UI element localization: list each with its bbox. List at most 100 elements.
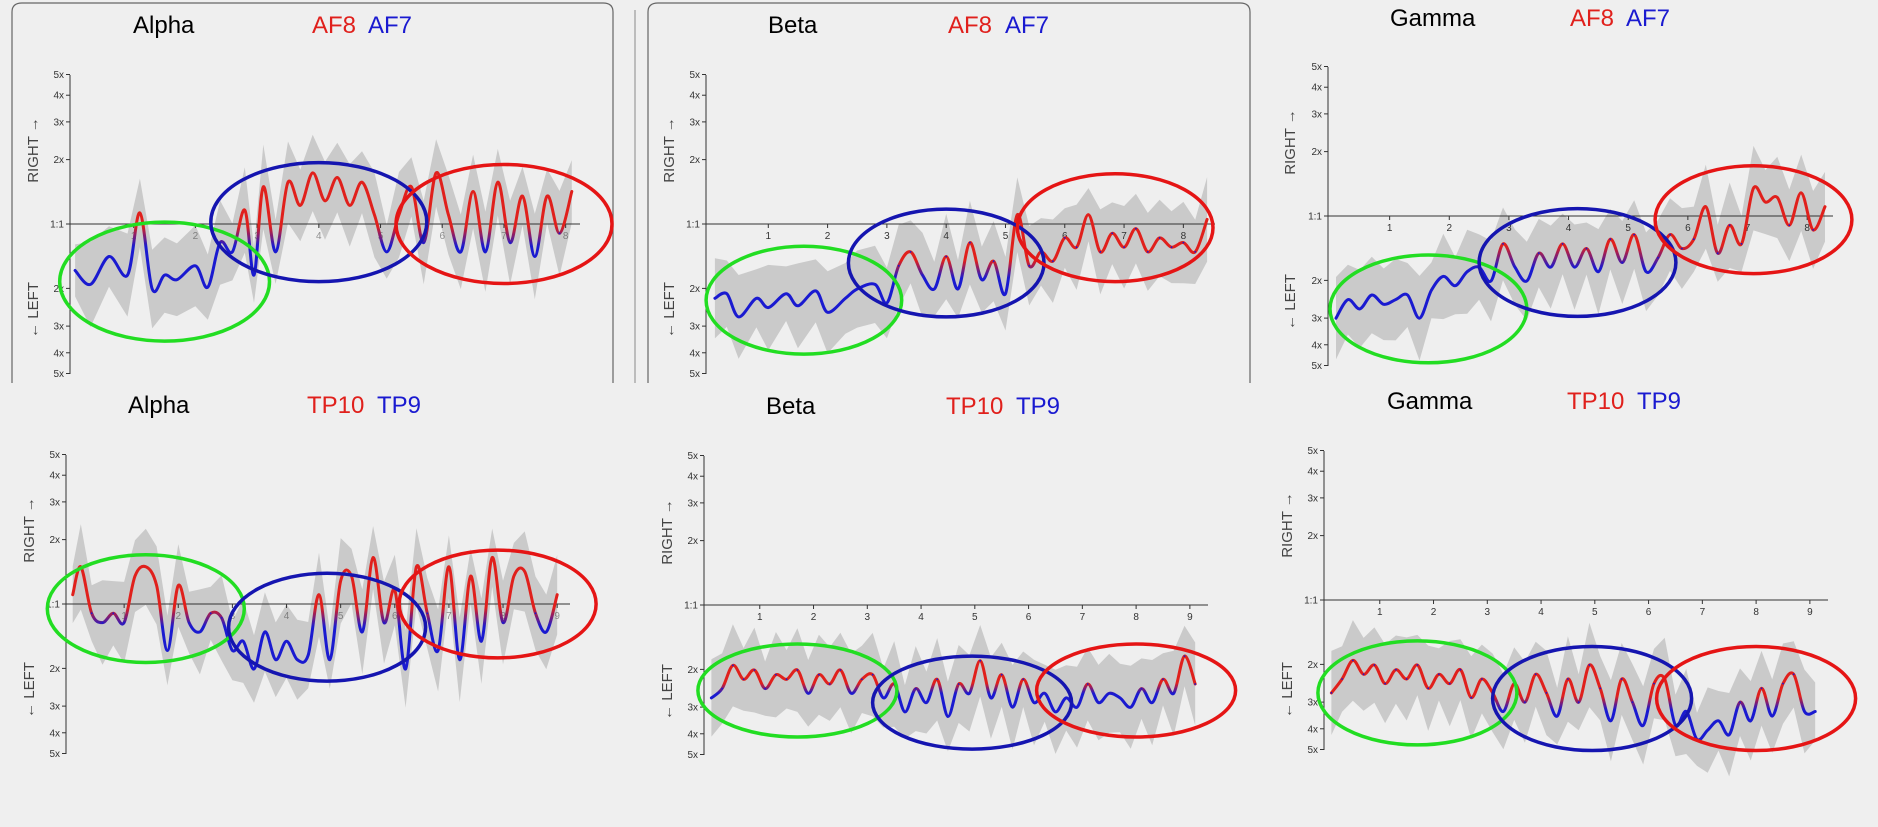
data-point	[1206, 218, 1208, 221]
data-point	[311, 172, 314, 174]
data-point	[1123, 246, 1125, 249]
x-tick-label: 5	[972, 612, 978, 623]
data-point	[262, 185, 265, 188]
data-point	[521, 195, 524, 198]
data-point	[513, 575, 515, 577]
data-point	[1706, 729, 1709, 731]
data-point	[112, 612, 115, 615]
y-tick-label: 2x	[1307, 660, 1318, 671]
green-highlight-ellipse	[57, 220, 272, 343]
data-point	[1740, 243, 1743, 245]
data-point	[71, 593, 74, 596]
y-tick-label: 1:1	[50, 220, 64, 231]
variability-band	[714, 177, 1208, 359]
data-point	[1514, 266, 1516, 268]
x-tick-label: 2	[811, 612, 817, 623]
x-tick-label: 2	[1447, 223, 1453, 234]
data-point	[1097, 701, 1100, 704]
data-point	[737, 316, 740, 318]
data-point	[1549, 266, 1552, 268]
data-point	[459, 251, 462, 253]
y-tick-label: 3x	[687, 498, 698, 509]
green-highlight-ellipse	[45, 552, 247, 665]
data-point	[1633, 233, 1636, 236]
left-channel-label: TP9	[1637, 388, 1681, 415]
y-tick-label: 4x	[689, 348, 700, 359]
x-tick-label: 1	[1377, 607, 1383, 618]
x-tick-label: 3	[1485, 607, 1491, 618]
data-point	[1470, 696, 1473, 699]
y-tick-label: 2x	[53, 284, 64, 295]
x-tick-label: 5	[1003, 231, 1009, 242]
data-point	[925, 701, 928, 704]
red-highlight-ellipse	[1654, 644, 1858, 753]
data-point	[1011, 706, 1014, 709]
data-point	[469, 575, 472, 577]
data-point	[123, 621, 125, 624]
right-axis-label: RIGHT →	[1279, 492, 1296, 558]
chart-af-gamma: Gamma AF8 AF7 RIGHT → ← LEFT 5x 4x 3x 2x 1:1…	[1282, 5, 1854, 372]
data-point	[714, 297, 716, 300]
data-point	[957, 683, 960, 685]
data-point	[1788, 224, 1791, 227]
data-point	[1151, 701, 1154, 704]
left-axis-label: ← LEFT	[1282, 274, 1299, 330]
blue-highlight-ellipse	[870, 654, 1074, 751]
data-point	[1335, 317, 1337, 320]
data-point	[472, 190, 474, 193]
data-point	[299, 204, 302, 207]
data-point	[1158, 237, 1161, 239]
y-tick-label: 1:1	[1304, 596, 1318, 607]
y-tick-label: 1:1	[686, 220, 700, 231]
right-axis-label: RIGHT →	[661, 117, 678, 183]
data-point	[755, 297, 758, 300]
left-channel-label: TP9	[377, 392, 421, 419]
data-point	[101, 621, 104, 624]
data-point	[1416, 664, 1419, 666]
green-highlight-ellipse	[704, 244, 904, 356]
data-point	[324, 199, 326, 202]
x-tick-label: 1	[121, 611, 127, 622]
left-axis-label: ← LEFT	[659, 664, 676, 720]
data-point	[980, 278, 983, 281]
x-tick-label: 5	[1625, 223, 1631, 234]
data-point	[206, 286, 209, 289]
y-tick-label: 5x	[1311, 361, 1322, 372]
data-point	[264, 631, 266, 633]
data-point	[1588, 664, 1591, 666]
left-channel-label: AF7	[1005, 12, 1049, 39]
data-point	[1016, 213, 1019, 216]
data-point	[361, 631, 364, 633]
data-point	[807, 692, 810, 695]
data-point	[194, 264, 197, 267]
data-point	[1620, 678, 1623, 680]
data-point	[914, 687, 917, 690]
x-tick-label: 9	[1187, 612, 1193, 623]
data-point	[957, 288, 959, 290]
y-tick-label: 3x	[689, 322, 700, 333]
data-point	[242, 640, 245, 643]
x-tick-label: 5	[338, 611, 344, 622]
data-point	[921, 274, 924, 276]
y-tick-label: 2x	[689, 284, 700, 295]
y-tick-label: 5x	[1307, 446, 1318, 457]
x-tick-label: 3	[230, 611, 236, 622]
x-tick-label: 7	[501, 231, 507, 242]
data-point	[1739, 701, 1741, 704]
data-point	[1545, 692, 1548, 694]
data-point	[1442, 275, 1445, 278]
data-point	[90, 612, 93, 615]
data-point	[74, 269, 76, 272]
data-point	[1752, 187, 1755, 190]
data-point	[992, 260, 995, 263]
y-tick-label: 5x	[687, 451, 698, 462]
left-channel-label: AF7	[1626, 5, 1670, 32]
data-point	[1063, 237, 1066, 239]
data-point	[1524, 701, 1526, 704]
data-point	[1162, 678, 1164, 681]
data-point	[480, 640, 483, 643]
data-point	[533, 255, 536, 258]
y-tick-label: 5x	[687, 750, 698, 761]
data-point	[936, 678, 939, 681]
y-tick-label: 4x	[53, 348, 64, 359]
